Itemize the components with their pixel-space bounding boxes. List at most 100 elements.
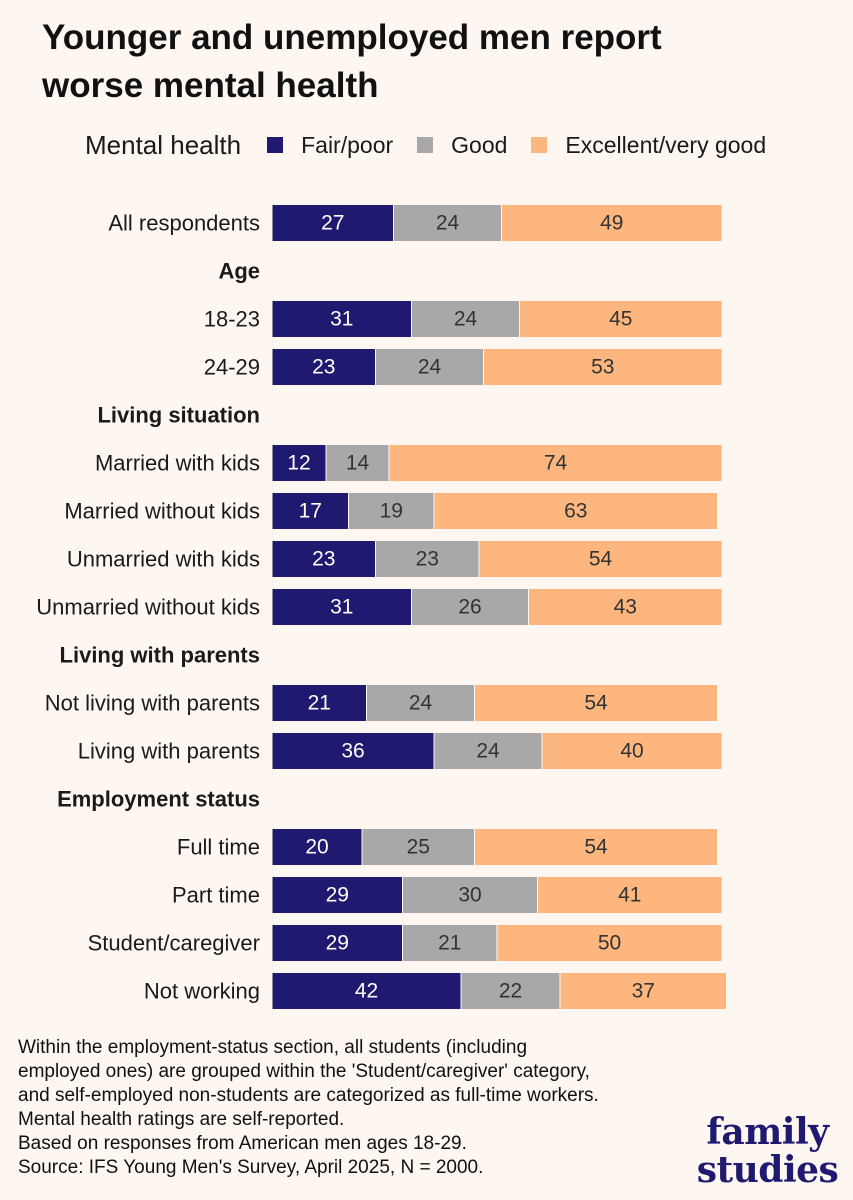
bar-segment-married-without-kids-excellent-very-good xyxy=(433,492,718,530)
bar-segment-unmarried-with-kids-good xyxy=(375,540,480,578)
data-label-18-23-fair-poor: 31 xyxy=(330,308,353,331)
row-label-married-without-kids: Married without kids xyxy=(64,499,260,524)
data-label-all-respondents-fair-poor: 27 xyxy=(321,212,344,235)
stacked-bar-chart: All respondents 27 24 49 Age 18-23 31 24 45 24-29… xyxy=(36,204,727,1010)
data-label-full-time-excellent-very-good: 54 xyxy=(584,836,608,859)
data-label-married-with-kids-excellent-very-good: 74 xyxy=(544,452,568,475)
chart-title-line-2: worse mental health xyxy=(42,66,379,105)
data-label-unmarried-without-kids-excellent-very-good: 43 xyxy=(614,596,637,619)
data-label-unmarried-with-kids-good: 23 xyxy=(416,548,439,571)
footnotes: Within the employment-status section, al… xyxy=(18,1036,678,1180)
data-label-student-caregiver-fair-poor: 29 xyxy=(326,932,349,955)
row-label-living-with-parents: Living with parents xyxy=(78,739,260,764)
bar-segment-all-respondents-fair-poor xyxy=(271,204,394,242)
row-label-not-living-with-parents: Not living with parents xyxy=(45,691,260,716)
row-label-married-with-kids: Married with kids xyxy=(95,451,260,476)
footnote-line: Based on responses from American men age… xyxy=(18,1133,467,1154)
bar-segment-not-working-excellent-very-good xyxy=(559,972,727,1010)
data-label-unmarried-without-kids-good: 26 xyxy=(458,596,481,619)
row-label-24-29: 24-29 xyxy=(204,355,260,380)
data-label-married-without-kids-good: 19 xyxy=(380,500,403,523)
data-label-unmarried-without-kids-fair-poor: 31 xyxy=(330,596,353,619)
chart-title-line-1: Younger and unemployed men report xyxy=(42,18,662,57)
bar-segment-married-without-kids-good xyxy=(348,492,435,530)
group-header-age: Age xyxy=(218,259,260,284)
legend-item-excellent: Excellent/very good xyxy=(531,132,766,159)
bar-segment-full-time-excellent-very-good xyxy=(474,828,718,866)
bar-segment-24-29-excellent-very-good xyxy=(483,348,723,386)
data-label-full-time-fair-poor: 20 xyxy=(305,836,328,859)
legend-item-good: Good xyxy=(417,132,507,159)
bar-segment-not-working-good xyxy=(460,972,561,1010)
bar-segment-married-with-kids-excellent-very-good xyxy=(388,444,723,482)
bar-segment-18-23-good xyxy=(411,300,520,338)
bar-segment-unmarried-with-kids-fair-poor xyxy=(271,540,376,578)
bar-segment-married-without-kids-fair-poor xyxy=(271,492,349,530)
data-label-unmarried-with-kids-fair-poor: 23 xyxy=(312,548,335,571)
data-label-all-respondents-excellent-very-good: 49 xyxy=(600,212,623,235)
data-label-living-with-parents-good: 24 xyxy=(476,740,500,763)
data-label-18-23-excellent-very-good: 45 xyxy=(609,308,632,331)
bar-segment-student-caregiver-excellent-very-good xyxy=(496,924,723,962)
bar-segment-married-with-kids-good xyxy=(325,444,390,482)
row-label-18-23: 18-23 xyxy=(204,307,260,332)
logo-line-2: studies xyxy=(696,1149,839,1191)
bar-segment-unmarried-without-kids-excellent-very-good xyxy=(528,588,723,626)
data-label-married-with-kids-fair-poor: 12 xyxy=(287,452,310,475)
data-label-not-living-with-parents-good: 24 xyxy=(409,692,433,715)
source-line: Source: IFS Young Men's Survey, April 20… xyxy=(18,1157,484,1178)
data-label-married-without-kids-fair-poor: 17 xyxy=(299,500,322,523)
bar-segment-not-living-with-parents-excellent-very-good xyxy=(474,684,718,722)
bar-segment-living-with-parents-fair-poor xyxy=(271,732,435,770)
bar-segment-not-living-with-parents-good xyxy=(366,684,475,722)
data-label-full-time-good: 25 xyxy=(407,836,430,859)
legend-label-good: Good xyxy=(451,131,508,158)
legend-swatch-excellent xyxy=(531,137,548,153)
bar-segment-student-caregiver-fair-poor xyxy=(271,924,403,962)
row-label-unmarried-with-kids: Unmarried with kids xyxy=(67,547,260,572)
data-label-24-29-good: 24 xyxy=(418,356,442,379)
legend: Mental health Fair/poor Good Excellent/v… xyxy=(85,128,766,162)
legend-label-fair-poor: Fair/poor xyxy=(301,131,394,158)
data-label-part-time-excellent-very-good: 41 xyxy=(618,884,641,907)
bar-segment-unmarried-with-kids-excellent-very-good xyxy=(478,540,723,578)
row-label-student-caregiver: Student/caregiver xyxy=(88,931,260,956)
legend-title: Mental health xyxy=(85,129,242,160)
legend-swatch-fair-poor xyxy=(267,137,284,153)
row-label-all-respondents: All respondents xyxy=(108,211,260,236)
legend-label-excellent: Excellent/very good xyxy=(565,131,767,158)
footnote-line: Within the employment-status section, al… xyxy=(18,1037,528,1058)
footnote-line: employed ones) are grouped within the 'S… xyxy=(18,1061,590,1082)
chart-title: Younger and unemployed men report worse … xyxy=(42,14,822,110)
bar-segment-all-respondents-good xyxy=(393,204,502,242)
data-label-part-time-fair-poor: 29 xyxy=(326,884,349,907)
bar-segment-all-respondents-excellent-very-good xyxy=(501,204,723,242)
bar-segment-student-caregiver-good xyxy=(402,924,498,962)
group-header-employment-status: Employment status xyxy=(57,787,260,812)
row-label-full-time: Full time xyxy=(177,835,260,860)
data-label-married-with-kids-good: 14 xyxy=(346,452,370,475)
data-label-all-respondents-good: 24 xyxy=(436,212,460,235)
data-label-not-living-with-parents-fair-poor: 21 xyxy=(308,692,331,715)
data-label-not-living-with-parents-excellent-very-good: 54 xyxy=(584,692,608,715)
bar-segment-married-with-kids-fair-poor xyxy=(271,444,327,482)
bar-segment-18-23-fair-poor xyxy=(271,300,412,338)
data-label-part-time-good: 30 xyxy=(458,884,481,907)
footnote-line: and self-employed non-students are categ… xyxy=(18,1085,599,1106)
legend-item-fair-poor: Fair/poor xyxy=(267,132,393,159)
data-label-student-caregiver-excellent-very-good: 50 xyxy=(598,932,621,955)
data-label-not-working-fair-poor: 42 xyxy=(355,980,378,1003)
data-label-24-29-excellent-very-good: 53 xyxy=(591,356,614,379)
bar-segment-living-with-parents-good xyxy=(433,732,543,770)
bar-segment-part-time-good xyxy=(402,876,538,914)
bar-segment-18-23-excellent-very-good xyxy=(519,300,723,338)
group-header-living-with-parents: Living with parents xyxy=(60,643,260,668)
row-label-not-working: Not working xyxy=(144,979,260,1004)
data-label-married-without-kids-excellent-very-good: 63 xyxy=(564,500,587,523)
bar-segment-living-with-parents-excellent-very-good xyxy=(541,732,723,770)
bar-segment-not-working-fair-poor xyxy=(271,972,462,1010)
data-label-not-working-good: 22 xyxy=(499,980,522,1003)
data-label-18-23-good: 24 xyxy=(454,308,478,331)
bar-segment-24-29-fair-poor xyxy=(271,348,376,386)
data-label-student-caregiver-good: 21 xyxy=(438,932,461,955)
